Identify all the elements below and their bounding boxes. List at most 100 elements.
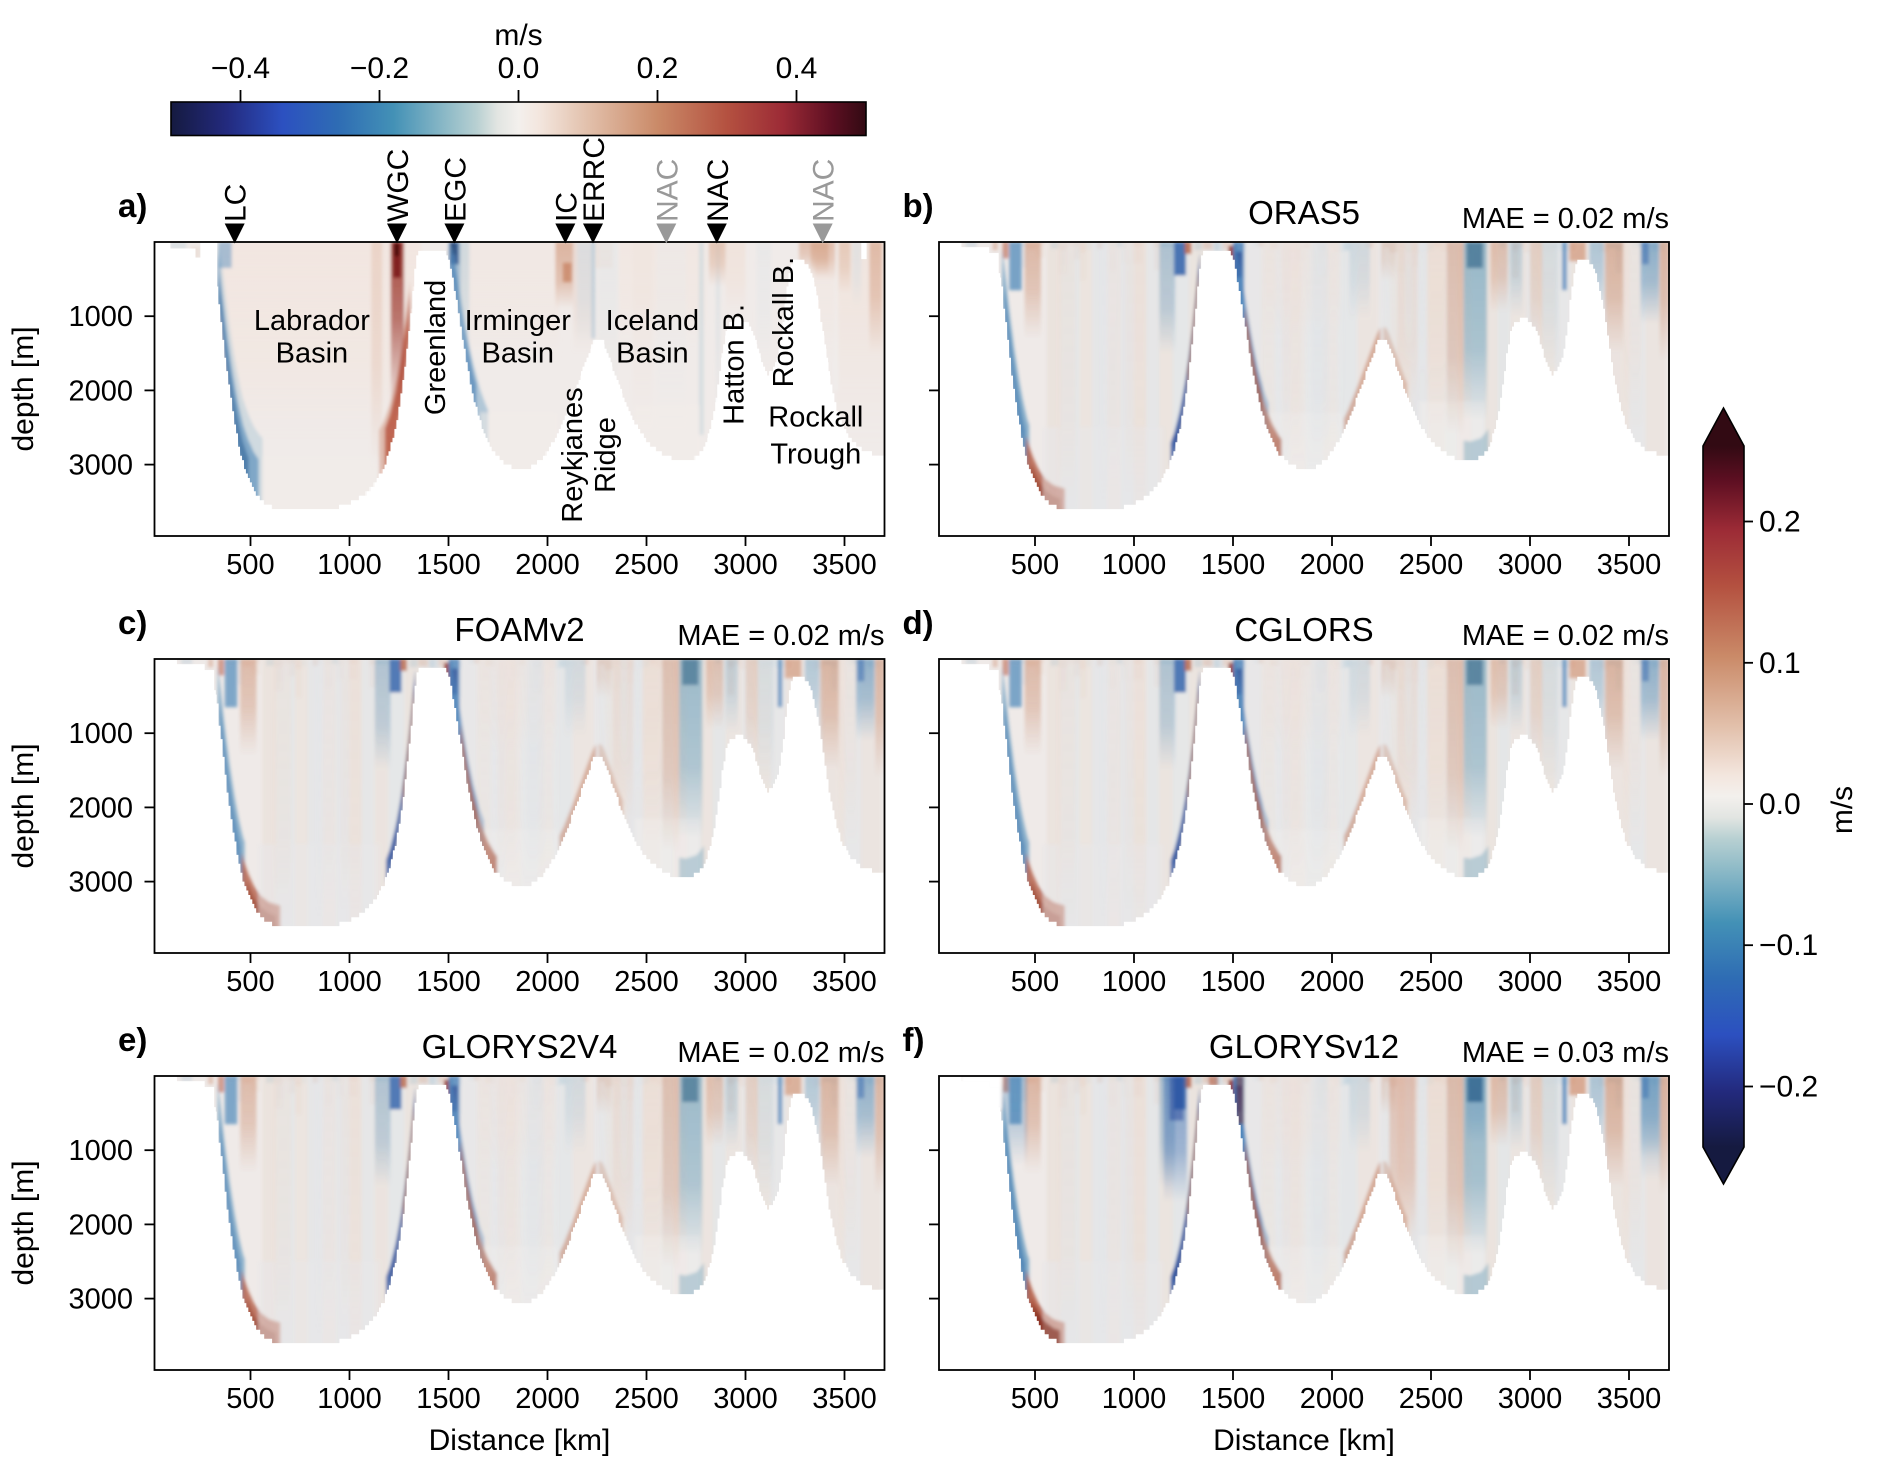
svg-text:2000: 2000 bbox=[515, 966, 580, 998]
svg-text:−0.1: −0.1 bbox=[1759, 929, 1818, 962]
svg-text:1000: 1000 bbox=[1102, 1383, 1167, 1415]
svg-text:3500: 3500 bbox=[812, 966, 877, 998]
svg-text:3500: 3500 bbox=[812, 1383, 877, 1415]
svg-text:0.2: 0.2 bbox=[637, 52, 679, 85]
svg-text:500: 500 bbox=[226, 1383, 274, 1415]
svg-text:depth [m]: depth [m] bbox=[7, 743, 40, 868]
svg-text:3500: 3500 bbox=[812, 549, 877, 581]
svg-text:b): b) bbox=[903, 187, 934, 224]
svg-text:3000: 3000 bbox=[1498, 549, 1563, 581]
svg-text:3000: 3000 bbox=[68, 1284, 133, 1316]
svg-text:1500: 1500 bbox=[416, 1383, 481, 1415]
svg-text:Distance [km]: Distance [km] bbox=[1213, 1424, 1395, 1457]
svg-text:3000: 3000 bbox=[68, 867, 133, 899]
svg-text:500: 500 bbox=[226, 966, 274, 998]
svg-text:1000: 1000 bbox=[317, 549, 382, 581]
svg-text:1000: 1000 bbox=[68, 718, 133, 750]
svg-text:depth [m]: depth [m] bbox=[7, 326, 40, 451]
svg-text:Basin: Basin bbox=[482, 338, 555, 370]
svg-text:2500: 2500 bbox=[1399, 966, 1464, 998]
svg-text:2000: 2000 bbox=[1300, 966, 1365, 998]
svg-text:a): a) bbox=[118, 187, 147, 224]
svg-text:NAC: NAC bbox=[651, 159, 684, 222]
svg-text:500: 500 bbox=[226, 549, 274, 581]
svg-text:Distance [km]: Distance [km] bbox=[429, 1424, 611, 1457]
svg-text:1000: 1000 bbox=[68, 301, 133, 333]
svg-text:2500: 2500 bbox=[614, 1383, 679, 1415]
svg-text:500: 500 bbox=[1011, 1383, 1059, 1415]
svg-text:c): c) bbox=[118, 604, 147, 641]
svg-text:Basin: Basin bbox=[276, 338, 349, 370]
svg-text:NAC: NAC bbox=[702, 159, 735, 222]
svg-text:NAC: NAC bbox=[808, 159, 841, 222]
svg-text:IC: IC bbox=[550, 192, 583, 222]
svg-text:3000: 3000 bbox=[713, 549, 778, 581]
svg-text:EGC: EGC bbox=[439, 157, 472, 222]
svg-text:3000: 3000 bbox=[68, 450, 133, 482]
svg-text:−0.2: −0.2 bbox=[1759, 1071, 1818, 1104]
svg-text:Basin: Basin bbox=[616, 338, 689, 370]
svg-text:Irminger: Irminger bbox=[465, 305, 572, 337]
svg-text:Reykjanes: Reykjanes bbox=[557, 387, 589, 522]
svg-text:GLORYS2V4: GLORYS2V4 bbox=[422, 1028, 618, 1065]
svg-text:2000: 2000 bbox=[68, 792, 133, 824]
svg-text:2000: 2000 bbox=[515, 1383, 580, 1415]
svg-text:ERRC: ERRC bbox=[578, 137, 611, 222]
svg-text:Iceland: Iceland bbox=[606, 305, 700, 337]
svg-text:−0.4: −0.4 bbox=[211, 52, 270, 85]
svg-text:Hatton B.: Hatton B. bbox=[719, 304, 751, 425]
svg-text:Rockall: Rockall bbox=[768, 401, 863, 433]
svg-text:m/s: m/s bbox=[494, 19, 542, 52]
svg-text:m/s: m/s bbox=[1826, 786, 1859, 834]
svg-text:e): e) bbox=[118, 1021, 147, 1058]
svg-text:WGC: WGC bbox=[382, 149, 415, 222]
svg-text:MAE = 0.02 m/s: MAE = 0.02 m/s bbox=[677, 620, 884, 652]
svg-text:Rockall B.: Rockall B. bbox=[768, 257, 800, 388]
svg-text:3000: 3000 bbox=[1498, 966, 1563, 998]
svg-text:3500: 3500 bbox=[1597, 1383, 1662, 1415]
svg-text:d): d) bbox=[903, 604, 934, 641]
svg-text:2000: 2000 bbox=[1300, 549, 1365, 581]
svg-text:MAE = 0.02 m/s: MAE = 0.02 m/s bbox=[677, 1037, 884, 1069]
svg-text:ORAS5: ORAS5 bbox=[1248, 194, 1360, 231]
svg-text:0.1: 0.1 bbox=[1759, 647, 1801, 680]
svg-text:3000: 3000 bbox=[713, 1383, 778, 1415]
svg-text:1500: 1500 bbox=[1201, 1383, 1266, 1415]
svg-text:1000: 1000 bbox=[68, 1135, 133, 1167]
svg-text:0.4: 0.4 bbox=[776, 52, 818, 85]
svg-text:LC: LC bbox=[220, 184, 253, 222]
svg-text:2500: 2500 bbox=[1399, 549, 1464, 581]
svg-text:2500: 2500 bbox=[1399, 1383, 1464, 1415]
svg-text:1500: 1500 bbox=[416, 549, 481, 581]
svg-text:500: 500 bbox=[1011, 966, 1059, 998]
svg-text:MAE = 0.02 m/s: MAE = 0.02 m/s bbox=[1462, 203, 1669, 235]
svg-text:0.0: 0.0 bbox=[498, 52, 540, 85]
svg-text:1500: 1500 bbox=[1201, 966, 1266, 998]
svg-text:depth [m]: depth [m] bbox=[7, 1160, 40, 1285]
svg-text:MAE = 0.03 m/s: MAE = 0.03 m/s bbox=[1462, 1037, 1669, 1069]
svg-text:Greenland: Greenland bbox=[420, 280, 452, 415]
svg-text:f): f) bbox=[903, 1021, 925, 1058]
svg-text:2500: 2500 bbox=[614, 549, 679, 581]
svg-text:FOAMv2: FOAMv2 bbox=[454, 611, 584, 648]
svg-text:500: 500 bbox=[1011, 549, 1059, 581]
svg-text:0.0: 0.0 bbox=[1759, 788, 1801, 821]
svg-text:1000: 1000 bbox=[317, 1383, 382, 1415]
svg-text:Ridge: Ridge bbox=[590, 417, 622, 493]
svg-text:2000: 2000 bbox=[68, 1209, 133, 1241]
svg-text:3500: 3500 bbox=[1597, 966, 1662, 998]
svg-text:1000: 1000 bbox=[317, 966, 382, 998]
svg-text:2000: 2000 bbox=[1300, 1383, 1365, 1415]
svg-text:0.2: 0.2 bbox=[1759, 506, 1801, 539]
svg-text:3000: 3000 bbox=[1498, 1383, 1563, 1415]
svg-text:2000: 2000 bbox=[68, 375, 133, 407]
svg-text:1000: 1000 bbox=[1102, 966, 1167, 998]
svg-text:MAE = 0.02 m/s: MAE = 0.02 m/s bbox=[1462, 620, 1669, 652]
svg-text:GLORYSv12: GLORYSv12 bbox=[1209, 1028, 1399, 1065]
svg-text:1500: 1500 bbox=[1201, 549, 1266, 581]
svg-text:2000: 2000 bbox=[515, 549, 580, 581]
svg-text:1000: 1000 bbox=[1102, 549, 1167, 581]
svg-text:Trough: Trough bbox=[770, 439, 861, 471]
svg-text:−0.2: −0.2 bbox=[350, 52, 409, 85]
svg-text:2500: 2500 bbox=[614, 966, 679, 998]
